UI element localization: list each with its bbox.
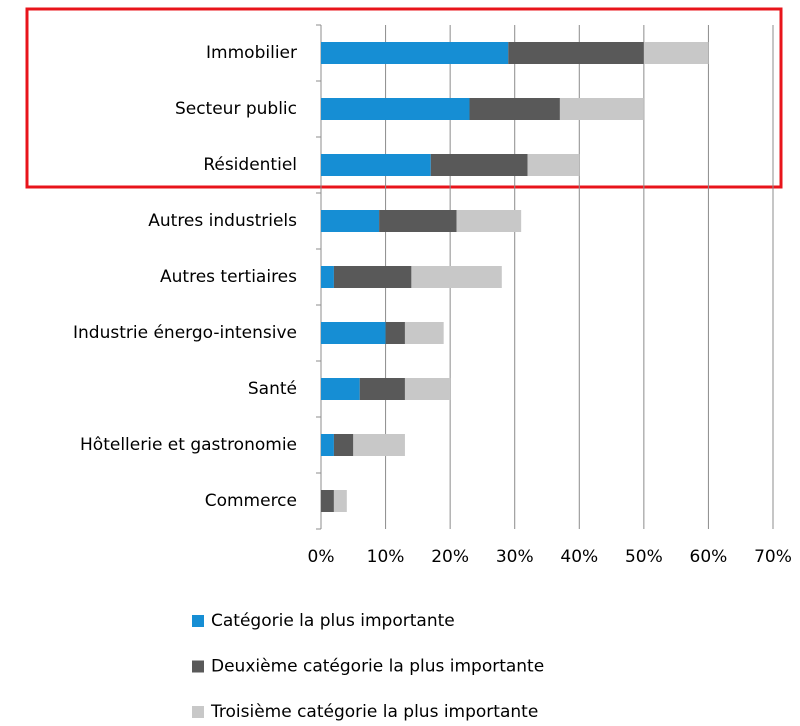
- highlight-box: [25, 7, 783, 189]
- legend-label: Catégorie la plus importante: [211, 611, 455, 631]
- x-tick-label: 10%: [367, 547, 405, 567]
- bar-segment: [385, 322, 405, 344]
- bar-segment: [321, 98, 470, 120]
- y-tick-label: Hôtellerie et gastronomie: [80, 435, 297, 455]
- y-tick-label: Résidentiel: [203, 155, 297, 175]
- x-tick-label: 70%: [754, 547, 792, 567]
- bar-segment: [321, 154, 431, 176]
- legend-swatch: [192, 660, 204, 673]
- bar-segment: [411, 266, 502, 288]
- bar-segment: [321, 42, 509, 64]
- x-tick-label: 0%: [308, 547, 335, 567]
- bar-segment: [353, 434, 405, 456]
- bar-segment: [469, 98, 560, 120]
- y-tick-label: Secteur public: [175, 99, 297, 119]
- y-tick-label: Santé: [248, 379, 297, 399]
- bar-segment: [379, 210, 457, 232]
- legend-swatch: [192, 706, 204, 718]
- bar-segment: [333, 434, 354, 456]
- bar-segment: [643, 42, 709, 64]
- bar-segment: [321, 490, 334, 512]
- bar-segment: [321, 322, 386, 344]
- bar-segment: [508, 42, 644, 64]
- bar-segment: [404, 378, 451, 400]
- bar-segment: [321, 378, 360, 400]
- bar-segment: [333, 266, 412, 288]
- y-tick-label: Autres industriels: [148, 211, 297, 231]
- bar-segment: [321, 434, 334, 456]
- x-tick-label: 60%: [690, 547, 728, 567]
- bar-segment: [527, 154, 580, 176]
- x-tick-label: 30%: [496, 547, 534, 567]
- x-tick-label: 20%: [431, 547, 469, 567]
- y-tick-label: Autres tertiaires: [160, 267, 297, 287]
- legend-label: Troisième catégorie la plus importante: [210, 702, 538, 722]
- x-tick-label: 40%: [560, 547, 598, 567]
- bar-segment: [321, 266, 334, 288]
- x-tick-label: 50%: [625, 547, 663, 567]
- y-tick-label: Industrie énergo-intensive: [73, 323, 297, 343]
- bar-segment: [321, 210, 380, 232]
- bar-segment: [559, 98, 644, 120]
- legend-swatch: [192, 615, 204, 627]
- legend-label: Deuxième catégorie la plus importante: [211, 657, 544, 677]
- bar-segment: [456, 210, 522, 232]
- bar-segment: [430, 154, 528, 176]
- y-tick-label: Immobilier: [206, 43, 297, 63]
- bar-segment: [359, 378, 405, 400]
- bar-segment: [333, 490, 347, 512]
- bar-segment: [404, 322, 444, 344]
- y-tick-label: Commerce: [205, 491, 297, 511]
